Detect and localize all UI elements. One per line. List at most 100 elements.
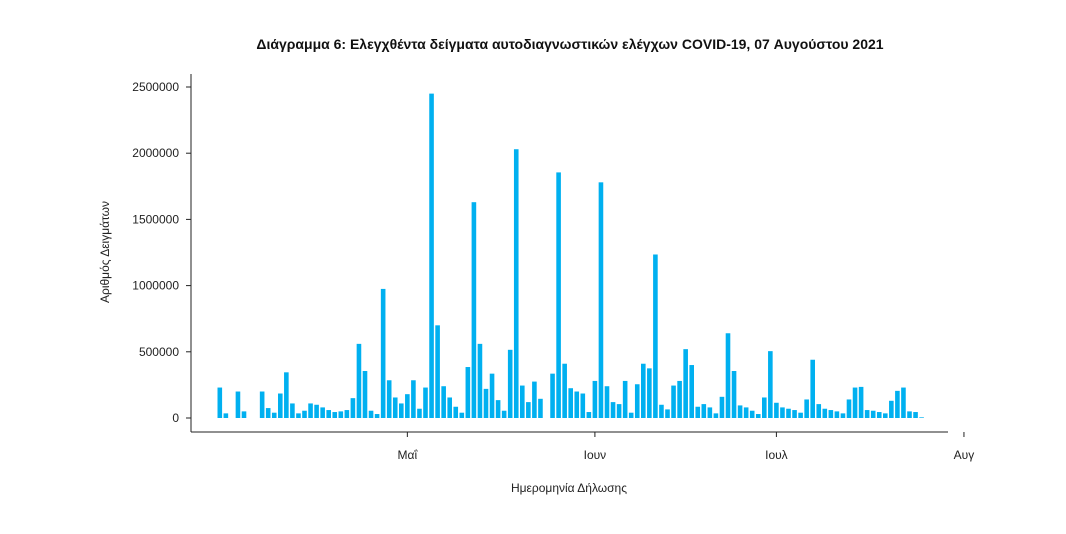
bar [423, 387, 428, 418]
bar [889, 400, 894, 418]
x-ticks: Μαΐ Ιουν Ιουλ Αυγ [398, 432, 975, 462]
bar [550, 373, 555, 418]
bar [435, 325, 440, 418]
y-tick-label: 0 [172, 411, 179, 425]
bar [634, 384, 640, 418]
bar [701, 404, 707, 418]
bar [538, 398, 543, 418]
bar [501, 410, 507, 418]
bar [513, 149, 519, 419]
bar [707, 407, 713, 418]
bar [586, 412, 592, 418]
bar [689, 365, 694, 418]
bar [471, 202, 477, 418]
bar [477, 343, 483, 418]
bar [507, 349, 513, 418]
bar [374, 414, 380, 418]
bar [804, 399, 809, 418]
bar [399, 403, 404, 418]
bar [786, 408, 791, 418]
bar [350, 398, 356, 418]
bar [308, 403, 313, 418]
y-tick-label: 1500000 [132, 212, 179, 226]
bar [417, 408, 422, 418]
bar [628, 412, 634, 418]
bar [798, 412, 803, 418]
bar [755, 414, 761, 418]
bar [768, 351, 773, 418]
bar [338, 411, 344, 418]
x-tick-label: Αυγ [954, 448, 975, 462]
x-tick-label: Ιουν [584, 448, 607, 462]
bar [405, 394, 410, 418]
bar [580, 393, 586, 418]
bar [719, 396, 725, 418]
bar [556, 172, 561, 418]
bar [665, 409, 670, 418]
bar [265, 408, 271, 418]
bar [314, 404, 319, 418]
bar [302, 410, 307, 418]
bar [852, 387, 858, 418]
bar [622, 380, 628, 418]
x-tick-label: Ιουλ [765, 448, 788, 462]
bar [816, 404, 822, 418]
bar [858, 386, 864, 418]
bar [532, 381, 537, 418]
bar [598, 182, 604, 418]
y-ticks: 0 500000 1000000 1500000 2000000 2500000 [132, 80, 191, 425]
bar [713, 413, 719, 418]
bar [380, 288, 386, 418]
bar [834, 411, 840, 418]
bar [465, 367, 471, 418]
bar [489, 373, 495, 418]
bar [737, 405, 743, 418]
bar [520, 385, 525, 418]
bar [344, 410, 350, 418]
bar [762, 397, 767, 418]
bar [864, 410, 870, 418]
bar [441, 386, 446, 418]
bar [271, 412, 277, 418]
bar [870, 410, 876, 418]
bar [429, 93, 434, 419]
bar [683, 349, 688, 418]
y-axis-label: Αριθμός Δειγμάτων [98, 201, 112, 303]
bar [846, 399, 852, 418]
y-tick-label: 500000 [139, 345, 179, 359]
bar [610, 402, 616, 418]
bar [223, 413, 229, 418]
bar [332, 412, 338, 418]
bar [840, 413, 846, 418]
bar [411, 380, 416, 418]
bar [362, 371, 368, 418]
bar [731, 371, 737, 418]
bar [453, 406, 459, 418]
bar [241, 411, 247, 418]
bar [895, 390, 900, 418]
bar [284, 372, 289, 418]
bar [568, 388, 573, 418]
y-tick-label: 2000000 [132, 146, 179, 160]
y-tick-label: 1000000 [132, 279, 179, 293]
bar [641, 363, 646, 418]
bar [526, 402, 531, 418]
bar [368, 410, 374, 418]
bar [810, 359, 815, 418]
bar [743, 407, 749, 418]
bar [259, 391, 265, 418]
bar [483, 388, 489, 418]
bar [677, 380, 682, 418]
bar [574, 391, 580, 418]
bar [296, 413, 301, 418]
bar [659, 404, 664, 418]
bar [901, 387, 906, 418]
bar [326, 410, 331, 418]
y-tick-label: 2500000 [132, 80, 179, 94]
bar [495, 400, 501, 418]
bar [907, 411, 912, 418]
x-axis-label: Ημερομηνία Δήλωσης [511, 481, 627, 495]
bar [671, 385, 676, 418]
bar [653, 254, 658, 418]
